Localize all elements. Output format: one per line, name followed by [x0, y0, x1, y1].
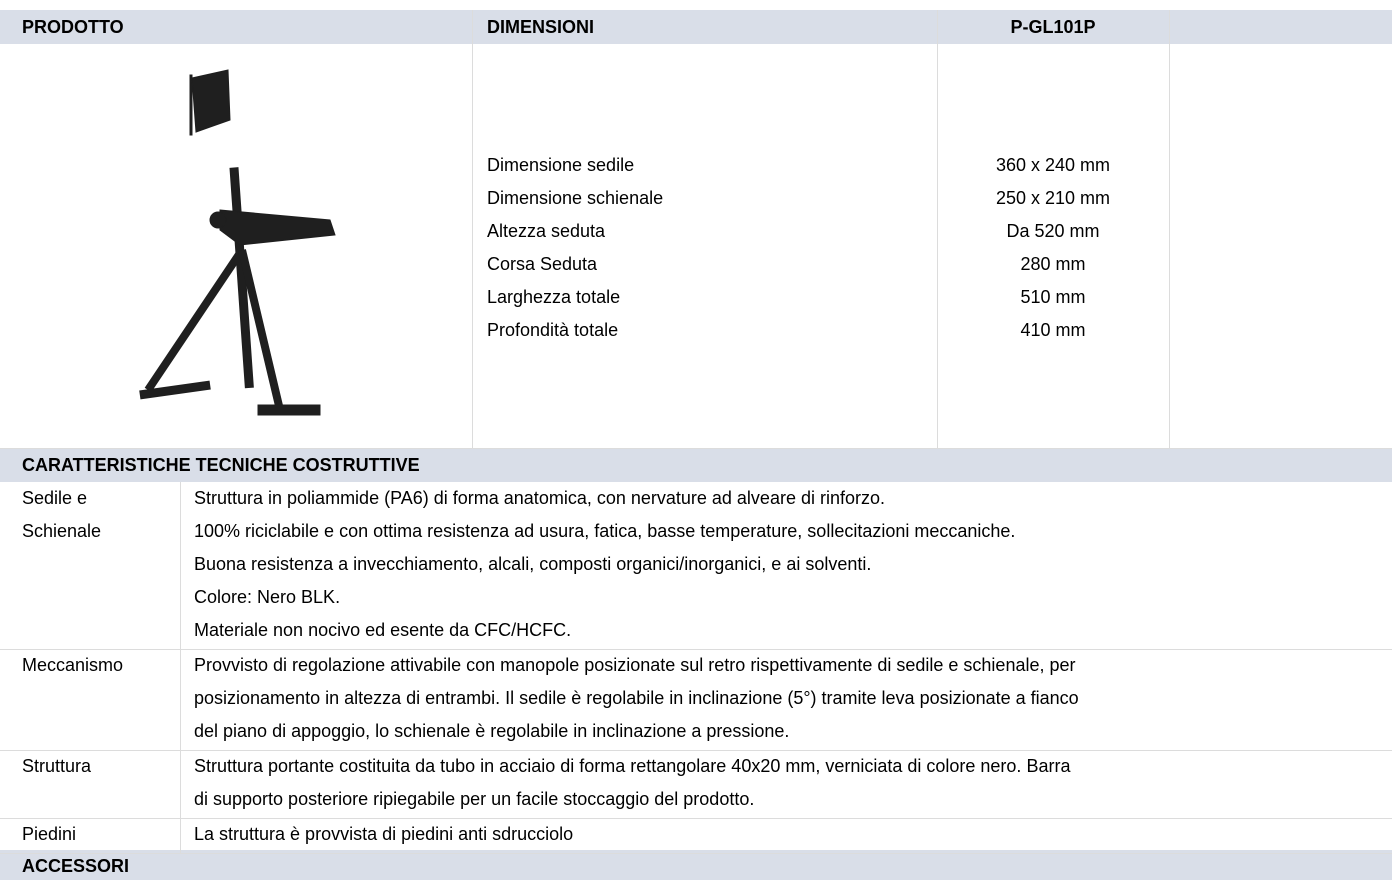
header-dimensions: DIMENSIONI [487, 17, 595, 37]
feature-label: Sedile e [22, 488, 88, 508]
rule [0, 750, 1392, 751]
feature-text: La struttura è provvista di piedini anti… [194, 824, 574, 844]
product-image [139, 69, 336, 416]
section-bar [0, 449, 1392, 482]
header-product: PRODOTTO [22, 17, 124, 37]
dimension-label: Corsa Seduta [487, 254, 598, 274]
feature-text: Materiale non nocivo ed esente da CFC/HC… [194, 620, 572, 640]
feature-label: Struttura [22, 756, 92, 776]
feature-text: di supporto posteriore ripiegabile per u… [194, 789, 755, 809]
feature-label: Meccanismo [22, 655, 124, 675]
dimension-value: 360 x 240 mm [995, 155, 1111, 175]
dimension-value: 280 mm [1020, 254, 1086, 274]
feature-text: posizionamento in altezza di entrambi. I… [194, 688, 1079, 708]
rule [0, 448, 1392, 449]
dimension-value: 250 x 210 mm [995, 188, 1111, 208]
feature-text: del piano di appoggio, lo schienale è re… [194, 721, 790, 741]
divider [180, 750, 181, 818]
divider [472, 10, 473, 448]
feature-text: Struttura in poliammide (PA6) di forma a… [194, 488, 885, 508]
feature-text: Struttura portante costituita da tubo in… [194, 756, 1071, 776]
rule [0, 649, 1392, 650]
rule [0, 818, 1392, 819]
section-bar [0, 850, 1392, 880]
dimension-value: Da 520 mm [1006, 221, 1100, 241]
dimension-value: 510 mm [1020, 287, 1086, 307]
dimension-label: Larghezza totale [487, 287, 621, 307]
dimension-label: Dimensione schienale [487, 188, 664, 208]
dimension-label: Altezza seduta [487, 221, 606, 241]
feature-text: Colore: Nero BLK. [194, 587, 341, 607]
divider [180, 649, 181, 750]
section-title: CARATTERISTICHE TECNICHE COSTRUTTIVE [22, 455, 420, 475]
header-code: P-GL101P [1010, 17, 1096, 37]
dimension-label: Profondità totale [487, 320, 619, 340]
divider [937, 10, 938, 448]
header-row [0, 10, 1392, 44]
dimension-label: Dimensione sedile [487, 155, 635, 175]
divider [180, 482, 181, 649]
rule [0, 853, 1392, 854]
dimension-value: 410 mm [1020, 320, 1086, 340]
divider [1169, 10, 1170, 448]
feature-text: Buona resistenza a invecchiamento, alcal… [194, 554, 872, 574]
feature-label: Piedini [22, 824, 77, 844]
feature-text: Provvisto di regolazione attivabile con … [194, 655, 1076, 675]
section-title: ACCESSORI [22, 856, 130, 876]
feature-label: Schienale [22, 521, 102, 541]
feature-text: 100% riciclabile e con ottima resistenza… [194, 521, 1016, 541]
divider [180, 818, 181, 853]
